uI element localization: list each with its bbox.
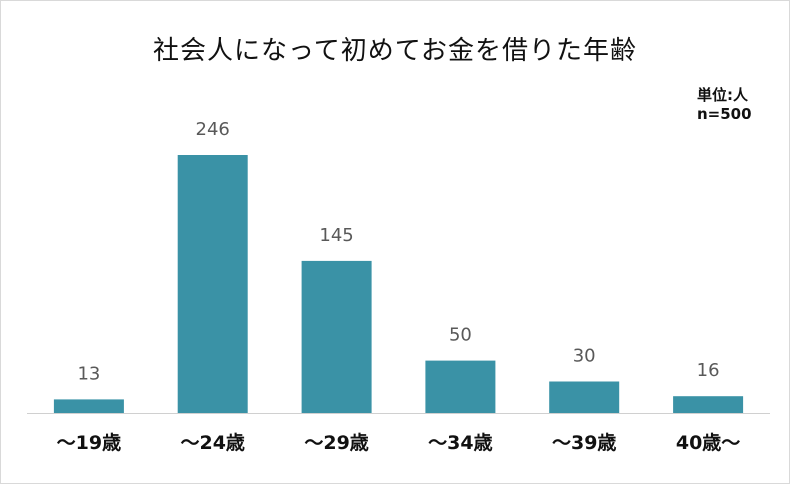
category-label-5: ～39歳 — [552, 432, 616, 454]
bar-2 — [177, 155, 248, 413]
chart-title: 社会人になって初めてお金を借りた年齢 — [153, 36, 637, 66]
bar-1 — [53, 399, 124, 413]
category-label-3: ～29歳 — [304, 432, 368, 454]
sample-size-label: n=500 — [697, 105, 752, 123]
value-label-4: 50 — [449, 325, 472, 346]
bar-4 — [425, 360, 496, 413]
value-label-1: 13 — [77, 363, 100, 384]
bar-5 — [549, 381, 620, 413]
category-label-1: ～19歳 — [57, 432, 121, 454]
category-labels-group: ～19歳 ～24歳 ～29歳 ～34歳 ～39歳 40歳～ — [57, 432, 741, 454]
bar-3 — [301, 260, 372, 413]
value-labels-group: 13 246 145 50 30 16 — [77, 119, 719, 384]
bars-group — [53, 155, 744, 413]
bar-6 — [673, 396, 744, 413]
chart-meta: 単位:人 n=500 — [697, 86, 752, 124]
category-label-6: 40歳～ — [676, 432, 740, 454]
value-label-5: 30 — [573, 346, 596, 367]
value-label-2: 246 — [196, 119, 230, 140]
unit-label: 単位:人 — [697, 86, 748, 104]
value-label-6: 16 — [697, 360, 720, 381]
value-label-3: 145 — [319, 225, 353, 246]
category-label-2: ～24歳 — [180, 432, 244, 454]
category-label-4: ～34歳 — [428, 432, 492, 454]
